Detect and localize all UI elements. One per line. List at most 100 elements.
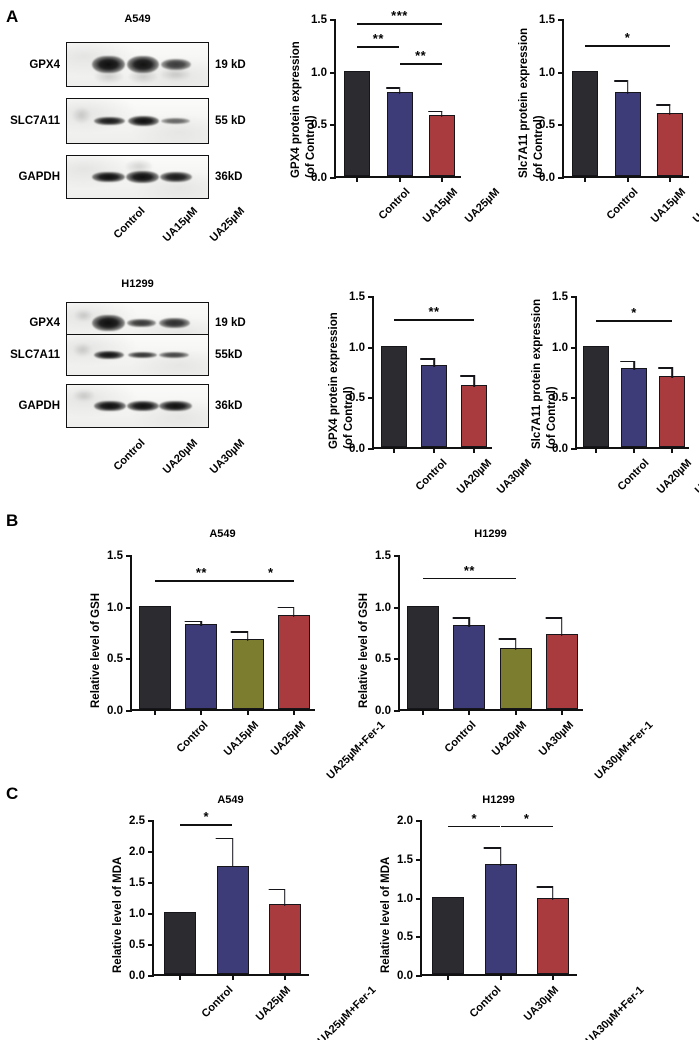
error-bar-cap [620,360,635,363]
blot-band [161,118,191,124]
y-axis-tick-label: 0.0 [129,970,145,982]
plot-area: 0.0 0.5 1.0 1.5 * [539,14,689,184]
y-axis-tick [571,448,577,450]
significance-stars: *** [391,8,408,24]
blot-mw-label: 55kD [215,349,243,361]
y-axis-tick [148,975,154,977]
blot-band [128,116,159,126]
bar [164,912,197,974]
blot-band [91,171,125,183]
significance-stars: ** [372,31,384,47]
y-axis-tick-label: 1.5 [375,550,391,562]
y-axis-tick [330,124,336,127]
y-axis-tick-label: 1.5 [311,14,327,26]
x-axis-tick [595,447,597,453]
bar [432,896,465,974]
panel-letter-c: C [6,784,19,803]
y-axis-tick-label: 2.5 [129,815,145,827]
y-axis-tick [416,820,422,822]
blot-band [94,116,125,126]
blot-protein-label: SLC7A11 [10,115,60,127]
y-axis-label: Relative level of MDA [380,856,392,973]
panel-letter-a: A [6,7,19,26]
y-axis-tick-label: 0.5 [129,939,145,951]
bar [621,367,647,447]
x-axis-tick [231,974,234,980]
blot-background-smudge [75,310,93,322]
blot-row: SLC7A11 55 kD [10,98,246,144]
blot-row: GPX4 19 kD [29,42,246,87]
bar [344,70,371,176]
blot-protein-label: GAPDH [18,171,60,183]
error-bar [626,80,629,94]
blot-band [159,400,193,412]
blot-mw-label: 19 kD [215,58,246,71]
y-axis-tick [148,944,154,946]
y-axis-tick [126,658,132,661]
y-axis-tick [330,71,336,74]
error-bar-cap [231,631,248,634]
bar [428,114,455,176]
x-axis-tick [440,176,443,182]
y-axis-tick-label: 0.5 [349,392,365,405]
blot-band [126,318,156,328]
y-axis-tick [416,936,422,939]
error-bar-cap [613,80,628,82]
blot-row: SLC7A11 55kD [10,334,243,376]
y-axis-tick-label: 0.5 [311,119,327,132]
x-axis-tick [499,974,502,980]
x-axis-tick [398,176,401,182]
y-axis-tick [368,296,374,298]
x-axis-tick [179,974,182,980]
x-axis-tick [671,447,673,453]
bar [386,91,413,176]
blot-band [126,56,159,73]
x-axis-tick [283,974,286,980]
x-axis-tick [356,176,359,182]
significance-stars: ** [428,304,440,320]
blot-mw-label: 36kD [215,171,243,183]
error-bar-cap [277,606,294,609]
blot-protein-label: GPX4 [29,317,60,329]
y-axis-tick-label: 0.0 [349,443,365,455]
bar [461,384,487,447]
bar [536,897,569,974]
error-bar [499,847,502,866]
y-axis-tick [330,177,336,179]
plot-area: 0.0 0.5 1.0 1.5 ** * [107,550,315,717]
y-axis-tick [558,19,564,21]
y-axis-tick-label: 1.5 [552,291,568,303]
error-bar [200,620,203,627]
error-bar [231,837,234,868]
blot-band [126,400,159,412]
plot-area: 0.0 0.5 1.0 1.5 ** [375,550,583,717]
bar [216,865,249,974]
blot-membrane-image [66,42,209,87]
blot-background-smudge [129,69,158,83]
blot-background-smudge [74,343,91,356]
blot-band [92,315,125,331]
blot-title-a549: A549 [124,13,151,25]
y-axis-tick-label: 2.0 [397,815,413,827]
error-bar [398,87,401,94]
x-axis-tick [422,709,425,715]
blot-group-a549: A549 GPX4 19 kD SLC7A11 55 kD GAPDH 36kD Contro… [10,13,247,265]
y-axis-tick [126,710,132,712]
blot-mw-label: 36kD [215,400,243,412]
blot-background-smudge [161,68,190,80]
x-axis-category-label: Control [467,984,504,1021]
blot-title-h1299: H1299 [121,278,154,290]
error-bar-cap [452,616,470,619]
x-axis-tick [633,447,635,453]
y-axis-tick-label: 0.5 [375,653,391,666]
blot-band [91,55,125,74]
significance-bracket [357,23,442,25]
plot-area: 0.0 0.5 1.0 1.5 ** [349,291,492,455]
y-axis-tick-label: 1.0 [375,601,391,614]
blot-membrane-image [66,334,209,376]
bar [139,605,172,709]
x-axis-tick [584,176,587,182]
bar [659,376,685,447]
bar [231,639,264,709]
